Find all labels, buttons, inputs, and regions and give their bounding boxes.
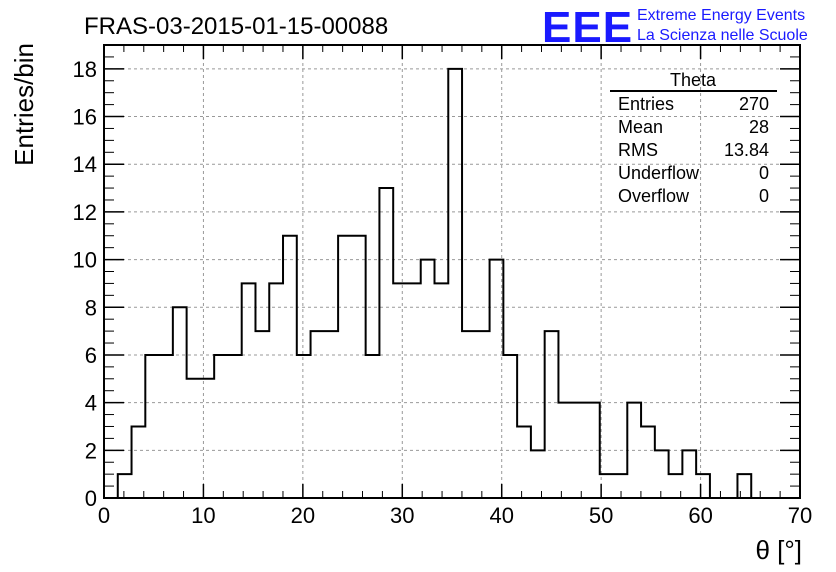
y-tick-label: 0 (85, 486, 97, 511)
grid-lines (104, 45, 800, 498)
stats-row-value: 270 (739, 94, 769, 114)
chart-title: FRAS-03-2015-01-15-00088 (84, 13, 388, 40)
stats-row-value: 0 (759, 186, 769, 206)
y-tick-label: 16 (73, 105, 97, 130)
stats-row-label: Overflow (618, 186, 690, 206)
x-axis-label: θ [°] (755, 535, 802, 565)
x-tick-label: 60 (688, 503, 712, 528)
y-axis-label: Entries/bin (9, 43, 39, 166)
stats-row-value: 0 (759, 163, 769, 183)
y-tick-label: 12 (73, 200, 97, 225)
logo-mark: EEE (542, 3, 633, 52)
logo-line-1: Extreme Energy Events (637, 7, 805, 24)
plot-frame (103, 44, 801, 499)
axis-ticks (103, 44, 801, 499)
stats-row-label: Entries (618, 94, 674, 114)
y-tick-label: 6 (85, 343, 97, 368)
x-tick-label: 40 (489, 503, 513, 528)
logo-line-2: La Scienza nelle Scuole (637, 27, 808, 44)
x-tick-label: 10 (191, 503, 215, 528)
x-tick-label: 50 (589, 503, 613, 528)
stats-row-label: Underflow (618, 163, 700, 183)
stats-row-value: 28 (749, 117, 769, 137)
y-tick-label: 10 (73, 248, 97, 273)
stats-title: Theta (670, 70, 717, 90)
tick-labels: 0 10 20 30 40 50 60 70 0 2 4 6 8 10 12 14 16 18 (73, 57, 813, 528)
y-tick-label: 4 (85, 391, 97, 416)
stats-row-label: RMS (618, 140, 658, 160)
stats-row-value: 13.84 (724, 140, 769, 160)
stats-row-label: Mean (618, 117, 663, 137)
eee-logo: EEE Extreme Energy Events La Scienza nel… (542, 3, 808, 52)
x-tick-label: 30 (390, 503, 414, 528)
histogram-line (116, 67, 766, 499)
y-tick-label: 18 (73, 57, 97, 82)
y-tick-label: 8 (85, 295, 97, 320)
y-tick-label: 2 (85, 438, 97, 463)
y-tick-label: 14 (73, 152, 97, 177)
stats-box: Theta Entries 270 Mean 28 RMS 13.84 Underflow 0… (610, 70, 777, 206)
x-tick-label: 20 (291, 503, 315, 528)
x-tick-label: 0 (98, 503, 110, 528)
x-tick-label: 70 (788, 503, 812, 528)
